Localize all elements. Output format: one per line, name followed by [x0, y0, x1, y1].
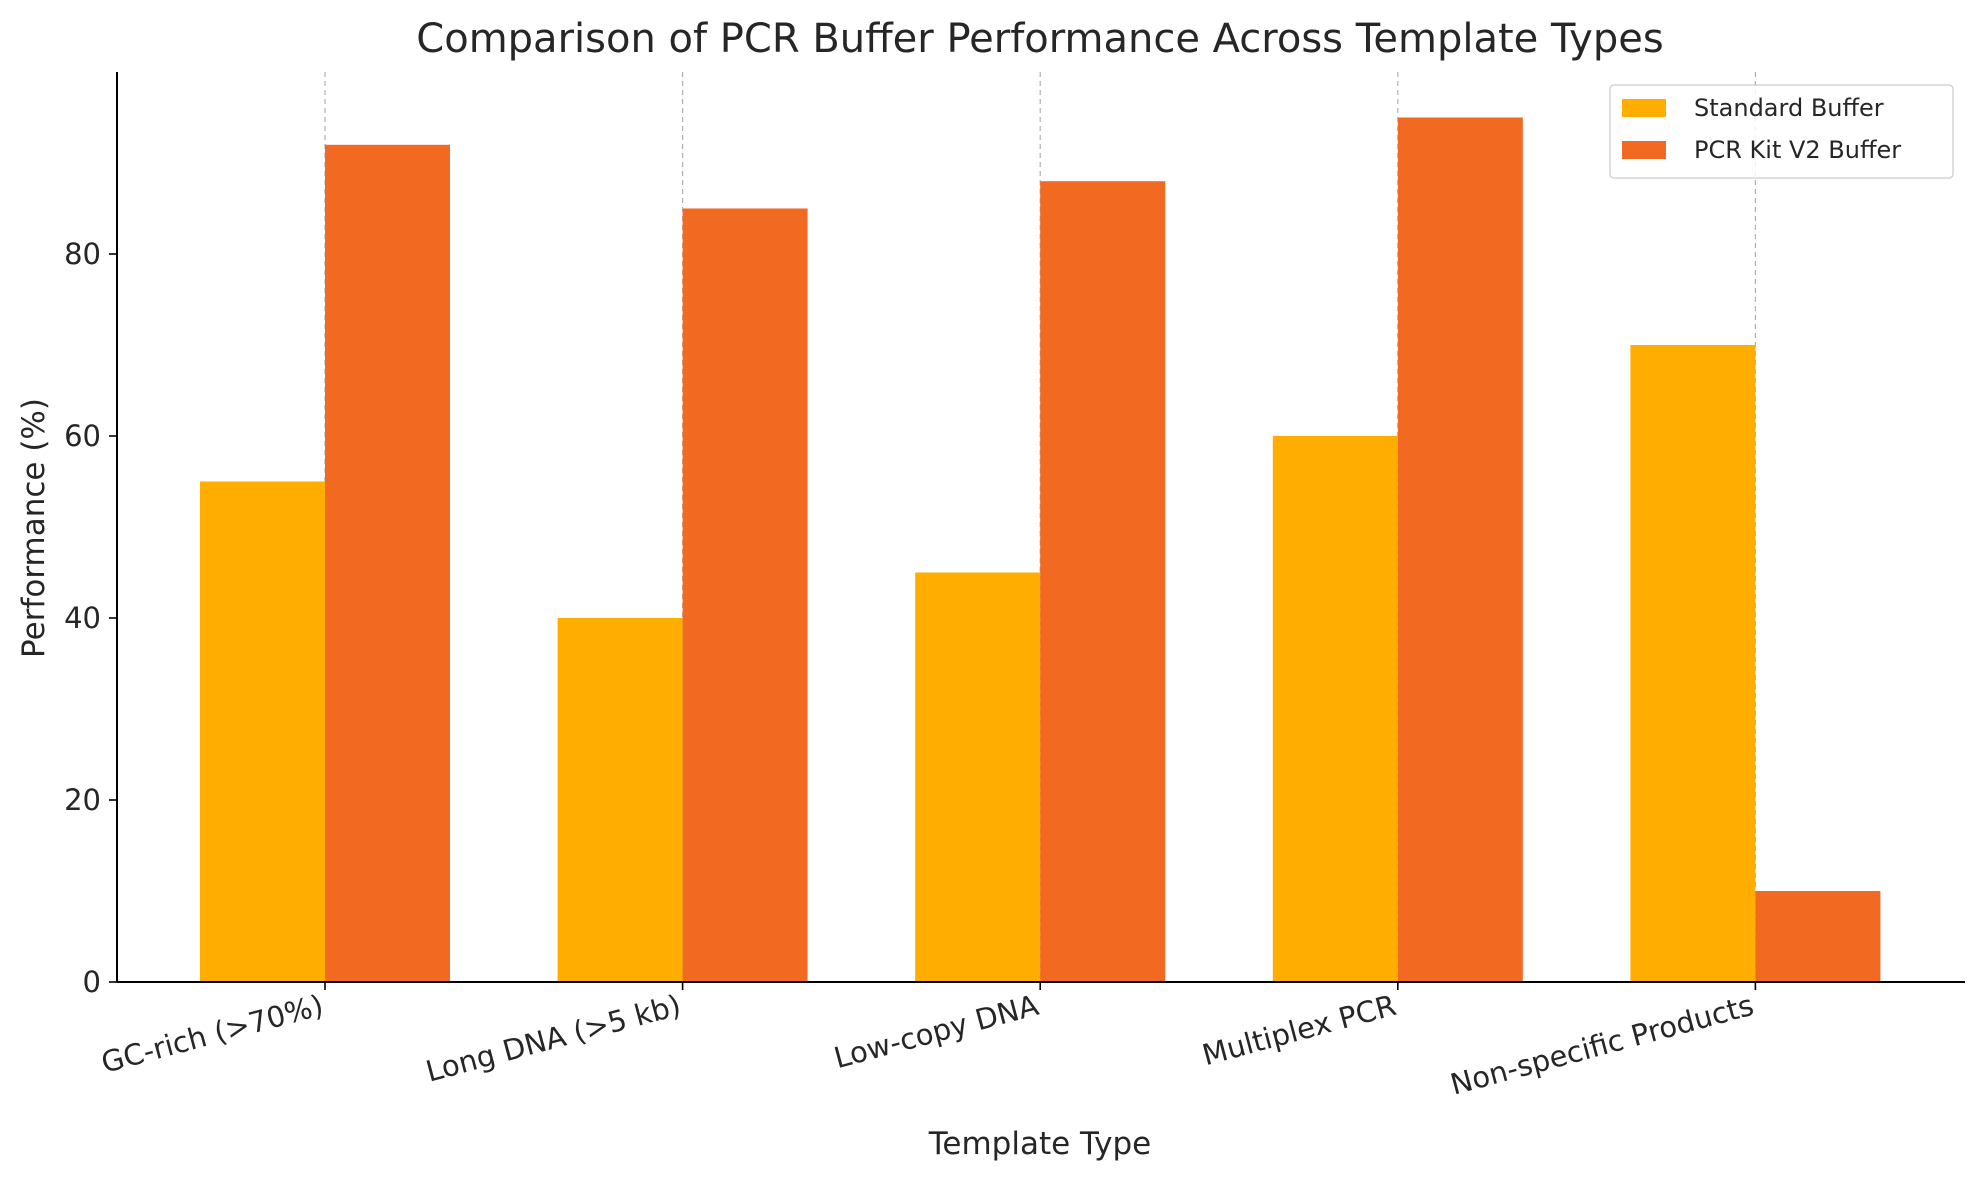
legend: Standard Buffer PCR Kit V2 Buffer	[1609, 84, 1954, 179]
x-tick-label: GC-rich (>70%)	[98, 988, 327, 1080]
x-tick-label: Multiplex PCR	[1199, 988, 1400, 1072]
bar	[682, 208, 808, 982]
bar	[200, 481, 325, 982]
x-tick-label: Low-copy DNA	[830, 988, 1042, 1075]
x-tick-label: Non-specific Products	[1447, 988, 1757, 1102]
bar	[557, 618, 683, 982]
legend-box	[1609, 84, 1954, 179]
x-tick-label: Long DNA (>5 kb)	[422, 988, 684, 1089]
axes	[116, 72, 1965, 983]
bar	[325, 144, 450, 983]
y-tick-label: 0	[83, 965, 101, 999]
x-axis-label: Template Type	[928, 1126, 1152, 1162]
y-axis-label: Performance (%)	[16, 398, 52, 658]
bars	[200, 117, 1881, 983]
y-tick-label: 60	[64, 419, 101, 453]
legend-swatch	[1622, 99, 1666, 117]
bar	[1630, 345, 1756, 982]
y-tick-label: 20	[64, 783, 101, 817]
chart-title: Comparison of PCR Buffer Performance Acr…	[416, 16, 1663, 62]
y-tick-label: 80	[64, 237, 101, 271]
y-ticks: 0 20 40 60 80	[64, 237, 117, 999]
legend-swatch	[1622, 141, 1666, 159]
legend-label: Standard Buffer	[1694, 94, 1884, 122]
bar	[1755, 891, 1881, 982]
x-ticks: GC-rich (>70%) Long DNA (>5 kb) Low-copy D…	[98, 982, 1757, 1102]
bar	[1272, 436, 1398, 982]
y-tick-label: 40	[64, 601, 101, 635]
bar	[1040, 181, 1166, 982]
bar	[915, 572, 1041, 982]
legend-label: PCR Kit V2 Buffer	[1694, 136, 1901, 164]
bar	[1397, 117, 1523, 982]
